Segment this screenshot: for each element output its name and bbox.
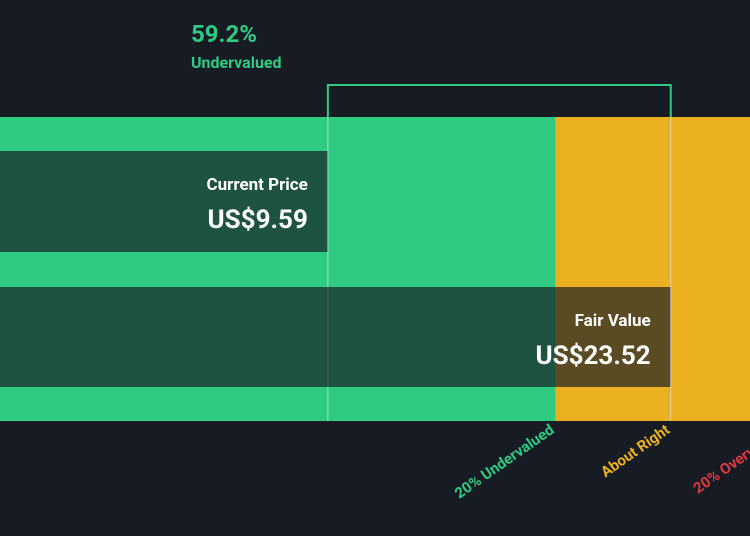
difference-label: 59.2% [191,20,257,48]
verdict-label: Undervalued [191,53,282,72]
difference-bracket [326,84,672,117]
bar-category: Current Price [207,175,308,195]
bar-category: Fair Value [575,311,651,331]
bar [0,151,328,252]
bar-value: US$23.52 [535,341,650,371]
bar [0,287,671,387]
zone-label: About Right [597,421,673,482]
bar-value: US$9.59 [208,205,308,235]
zone-label: 20% Undervalued [451,421,557,503]
zone-label: 20% Overvalued [690,421,750,498]
